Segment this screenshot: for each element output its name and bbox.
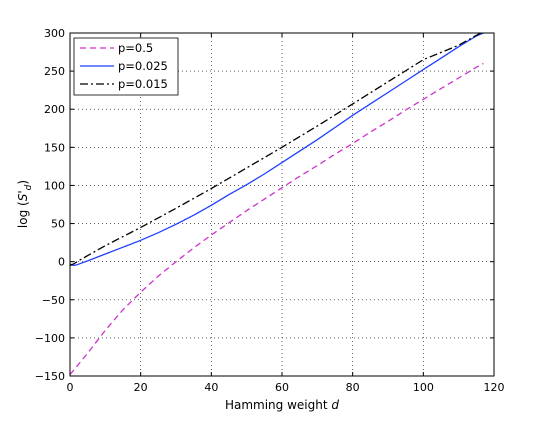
y-axis-label-sub: d (24, 184, 34, 190)
legend-label-0: p=0.5 (118, 41, 153, 55)
y-tick-label: −50 (42, 294, 65, 307)
y-axis-label-var: S' (16, 190, 30, 201)
y-tick-label: 100 (44, 179, 65, 192)
y-tick-labels: −150 −100 −50 0 50 100 150 200 250 300 (35, 27, 65, 383)
y-tick-label: 50 (51, 218, 65, 231)
y-tick-label: 300 (44, 27, 65, 40)
series-line-1 (70, 33, 486, 267)
series-line-2 (70, 33, 483, 267)
y-tick-label: −150 (35, 370, 65, 383)
y-tick-label: 0 (58, 256, 65, 269)
legend-label-2: p=0.015 (118, 77, 168, 91)
x-tick-labels: 0 20 40 60 80 100 120 (67, 381, 505, 394)
x-axis-label-var: d (331, 398, 339, 412)
x-tick-label: 120 (484, 381, 505, 394)
x-tick-label: 0 (67, 381, 74, 394)
x-tick-label: 80 (346, 381, 360, 394)
y-tick-label: 250 (44, 65, 65, 78)
x-tick-label: 20 (134, 381, 148, 394)
x-axis-label: Hamming weight d (225, 398, 339, 412)
legend: p=0.5 p=0.025 p=0.015 (73, 37, 179, 96)
y-tick-label: −100 (35, 332, 65, 345)
y-axis-label-prefix: log ( (16, 201, 30, 228)
y-tick-label: 200 (44, 103, 65, 116)
series-layer (70, 33, 486, 375)
y-tick-label: 150 (44, 141, 65, 154)
series-line-0 (70, 62, 484, 375)
x-tick-label: 40 (204, 381, 218, 394)
x-axis-label-text: Hamming weight (225, 398, 328, 412)
x-tick-label: 60 (275, 381, 289, 394)
y-axis-label-suffix: ) (16, 180, 30, 185)
legend-label-1: p=0.025 (118, 59, 168, 73)
y-axis-label: log (S'd) (16, 180, 34, 228)
axis-ticks (69, 32, 495, 377)
x-tick-label: 100 (413, 381, 434, 394)
